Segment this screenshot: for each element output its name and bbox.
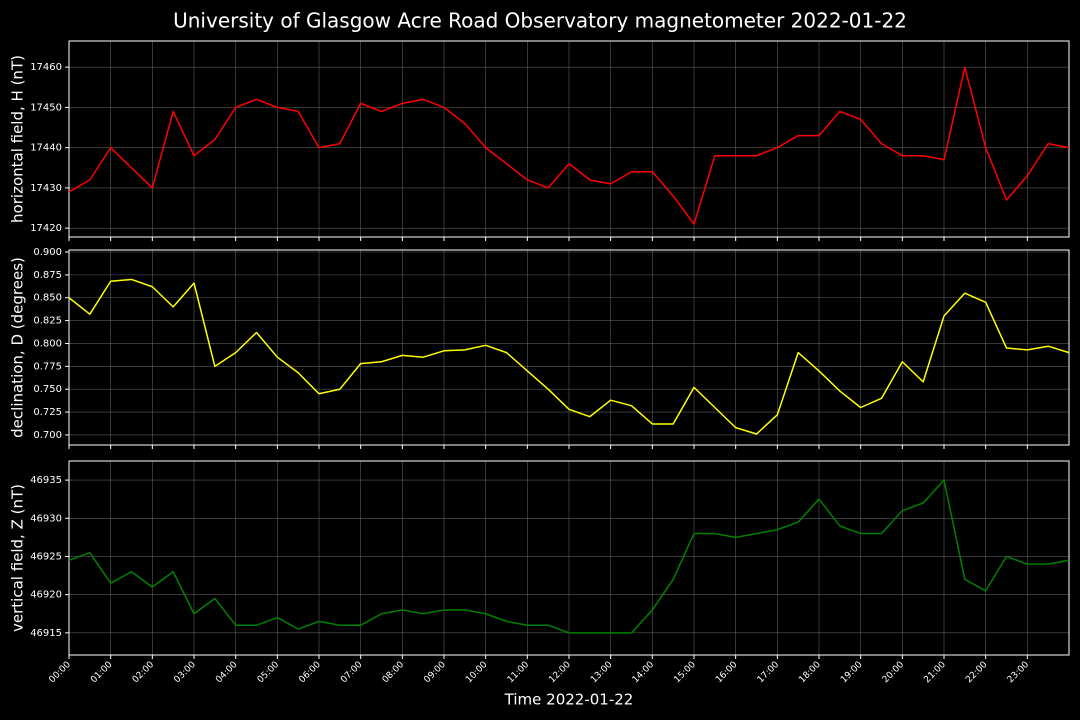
y-tick-label: 46935 bbox=[30, 475, 62, 486]
y-tick-label: 17450 bbox=[30, 102, 62, 113]
y-tick-label: 0.775 bbox=[33, 361, 62, 372]
x-axis-label: Time 2022-01-22 bbox=[504, 691, 634, 709]
plot-frame bbox=[68, 249, 1070, 446]
y-tick-label: 0.725 bbox=[33, 407, 62, 418]
y-tick-label: 17460 bbox=[30, 62, 62, 73]
data-line bbox=[68, 66, 1070, 225]
plot-frame bbox=[68, 460, 1070, 656]
y-tick-label: 17420 bbox=[30, 223, 62, 234]
data-line bbox=[68, 479, 1070, 634]
y-tick-label: 46920 bbox=[30, 590, 62, 601]
y-tick-label: 0.750 bbox=[33, 384, 62, 395]
y-tick-label: 46930 bbox=[30, 513, 62, 524]
data-line bbox=[68, 278, 1070, 435]
chart-title: University of Glasgow Acre Road Observat… bbox=[173, 9, 907, 33]
y-axis-label: horizontal field, H (nT) bbox=[9, 55, 27, 223]
y-tick-label: 0.825 bbox=[33, 316, 62, 327]
y-tick-label: 0.850 bbox=[33, 293, 62, 304]
y-tick-label: 46915 bbox=[30, 628, 62, 639]
plot-frame bbox=[68, 40, 1070, 238]
y-tick-label: 0.900 bbox=[33, 247, 62, 258]
y-tick-label: 0.875 bbox=[33, 270, 62, 281]
y-tick-label: 0.800 bbox=[33, 338, 62, 349]
y-axis-label: declination, D (degrees) bbox=[9, 257, 27, 438]
y-axis-label: vertical field, Z (nT) bbox=[9, 484, 27, 632]
y-tick-label: 46925 bbox=[30, 551, 62, 562]
y-tick-label: 17440 bbox=[30, 143, 62, 154]
y-tick-label: 0.700 bbox=[33, 430, 62, 441]
y-tick-label: 17430 bbox=[30, 183, 62, 194]
